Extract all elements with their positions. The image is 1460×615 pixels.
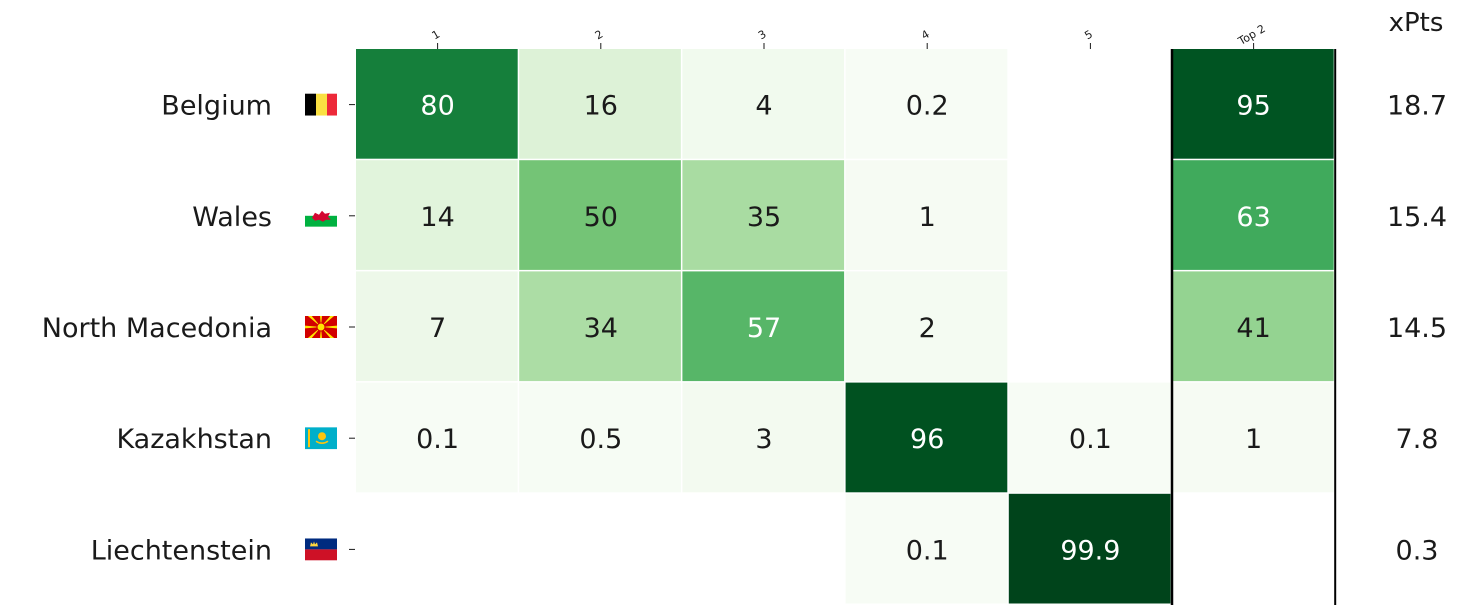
cell-value-label: 0.1 [416,424,459,455]
heatmap-cell [519,382,681,493]
cell-value-label: 0.1 [906,535,949,566]
wales-flag [305,204,337,227]
cell-value-label: 63 [1236,202,1270,233]
north-macedonia-flag [305,316,337,338]
cell-value-label: 0.2 [906,91,949,122]
cell-value-label: 1 [1245,424,1262,455]
cell-value-label: 57 [747,313,781,344]
heatmap-cell [1172,49,1334,159]
cell-value-label: 41 [1236,313,1270,344]
heatmap-cells: 80 16 4 0.2 95 14 50 35 1 63 7 34 57 2 41 0.1 0.5 3 96 0.1 1… [356,49,1337,605]
cell-value-label: 14 [420,202,454,233]
cell-value-label: 4 [755,91,772,122]
xpts-value: 7.8 [1396,424,1439,455]
row-labels: Belgium Wales North Macedonia Kazakhstan Lie… [42,91,355,566]
cell-value-label: 0.1 [1069,424,1112,455]
cell-value-label: 2 [919,313,936,344]
heatmap-cell [519,160,681,270]
cell-value-label: 50 [584,202,618,233]
cell-value-label: 7 [429,313,446,344]
liechtenstein-flag [305,538,337,561]
cell-value-label: 80 [420,91,454,122]
xpts-value: 15.4 [1387,202,1447,233]
heatmap-cell [845,271,1008,382]
heatmap-cell [1172,160,1334,270]
team-label: Belgium [161,91,272,122]
heatmap-cell [845,493,1008,604]
column-label: 3 [756,28,769,43]
heatmap-cell [1172,271,1334,382]
heatmap-cell [682,271,845,382]
cell-value-label: 16 [584,91,618,122]
heatmap-cell [356,382,518,493]
xpts-column: xPts 18.7 15.4 14.5 7.8 0.3 [1387,8,1447,566]
team-label: Kazakhstan [116,424,272,455]
cell-value-label: 99.9 [1060,535,1120,566]
cell-value-label: 34 [584,313,618,344]
heatmap-cell [356,271,518,382]
heatmap-cell [682,382,845,493]
heatmap-cell [519,271,681,382]
column-labels: 1 2 3 4 5 Top 2 [430,22,1268,49]
heatmap-cell [1008,382,1171,493]
cell-value-label: 1 [919,202,936,233]
heatmap-cell [682,49,845,159]
cell-value-label: 95 [1236,91,1270,122]
column-label: 5 [1082,28,1095,43]
heatmap-cell [1008,493,1171,604]
heatmap-cell [845,49,1008,159]
cell-value-label: 35 [747,202,781,233]
belgium-flag [305,93,337,116]
team-label: Liechtenstein [91,535,272,566]
xpts-value: 0.3 [1396,535,1439,566]
heatmap-cell [845,382,1008,493]
xpts-header: xPts [1389,8,1444,38]
team-label: North Macedonia [42,313,272,344]
column-label: 4 [919,28,932,43]
cell-value-label: 3 [755,424,772,455]
column-label: 1 [430,28,443,43]
heatmap-cell [356,49,518,159]
heatmap-cell [519,49,681,159]
xpts-value: 18.7 [1387,91,1447,122]
column-label: 2 [593,28,606,43]
cell-value-label: 0.5 [579,424,622,455]
heatmap-cell [845,160,1008,270]
heatmap-cell [356,160,518,270]
cell-value-label: 96 [910,424,944,455]
column-label: Top 2 [1235,22,1268,48]
xpts-value: 14.5 [1387,313,1447,344]
flags [305,93,337,561]
heatmap-cell [682,160,845,270]
heatmap-cell [1172,382,1334,493]
team-label: Wales [192,202,272,233]
kazakhstan-flag [305,427,337,450]
